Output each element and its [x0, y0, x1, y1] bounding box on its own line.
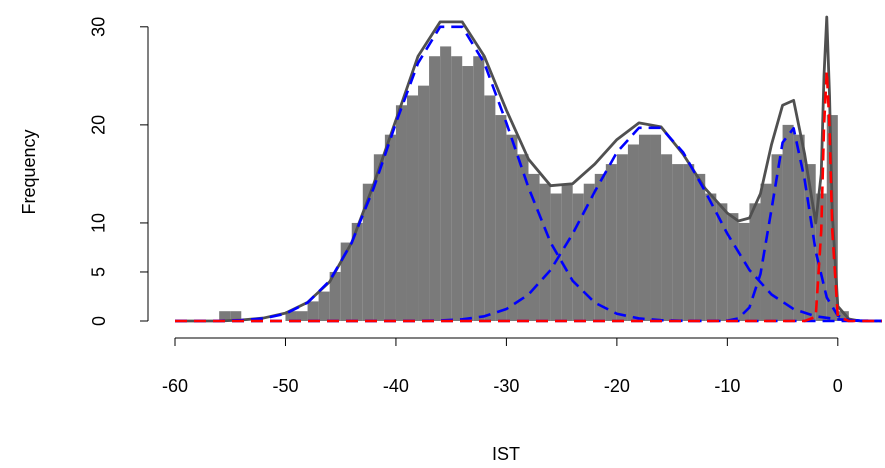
bar	[672, 164, 684, 321]
component-curve	[175, 126, 883, 323]
bar	[627, 144, 639, 321]
component-curve	[175, 127, 883, 323]
bar	[727, 213, 739, 321]
bar	[738, 222, 750, 321]
bar	[561, 183, 573, 321]
bar	[572, 193, 584, 321]
bar	[362, 183, 374, 321]
bar	[495, 115, 507, 321]
bar	[473, 56, 485, 322]
component-curve	[175, 69, 882, 323]
bar	[694, 173, 706, 321]
bar	[429, 56, 441, 322]
y-tick-label: 20	[89, 115, 109, 135]
y-tick-label: 5	[89, 267, 109, 277]
bar	[318, 291, 330, 321]
bar	[484, 95, 496, 321]
bar	[340, 242, 352, 321]
bar	[462, 66, 474, 321]
x-tick-label: -10	[714, 376, 740, 396]
bar	[440, 46, 452, 322]
bar	[760, 183, 772, 321]
bar	[749, 203, 761, 321]
bar	[384, 134, 396, 321]
y-tick-label: 30	[89, 17, 109, 37]
bar	[550, 193, 562, 321]
bar	[638, 134, 651, 321]
bar	[650, 134, 662, 321]
bar	[716, 203, 728, 321]
y-tick-label: 0	[89, 316, 109, 326]
bar	[395, 105, 407, 322]
x-tick-label: -40	[383, 376, 409, 396]
y-axis-title: Frequency	[19, 129, 39, 214]
y-tick-label: 10	[89, 213, 109, 233]
x-tick-label: -50	[272, 376, 298, 396]
bar	[230, 311, 242, 321]
bar	[605, 164, 617, 321]
x-axis-title: IST	[492, 444, 520, 464]
bar	[594, 173, 606, 321]
bar	[285, 311, 297, 321]
bar	[506, 134, 518, 321]
bar	[219, 311, 231, 321]
bar	[771, 154, 783, 321]
bar	[793, 134, 805, 321]
bar	[517, 154, 529, 321]
bar	[782, 124, 794, 321]
bar	[451, 56, 463, 322]
bar	[583, 183, 595, 321]
bar	[418, 85, 430, 321]
bar	[406, 95, 419, 321]
bar	[616, 154, 628, 321]
x-tick-label: -60	[162, 376, 188, 396]
bar	[539, 183, 551, 321]
bar	[351, 222, 363, 321]
bar	[373, 154, 385, 321]
x-tick-label: -20	[604, 376, 630, 396]
bar	[705, 193, 717, 321]
x-tick-label: 0	[833, 376, 843, 396]
bar	[804, 164, 816, 321]
component-curve	[175, 25, 882, 323]
x-tick-label: -30	[493, 376, 519, 396]
bar	[683, 164, 695, 321]
bar	[661, 154, 673, 321]
bar	[528, 173, 540, 321]
bar	[307, 301, 319, 321]
bar	[296, 311, 308, 321]
bar	[329, 271, 341, 321]
bar	[815, 193, 827, 321]
bar	[837, 311, 849, 321]
density-curve	[175, 15, 882, 323]
